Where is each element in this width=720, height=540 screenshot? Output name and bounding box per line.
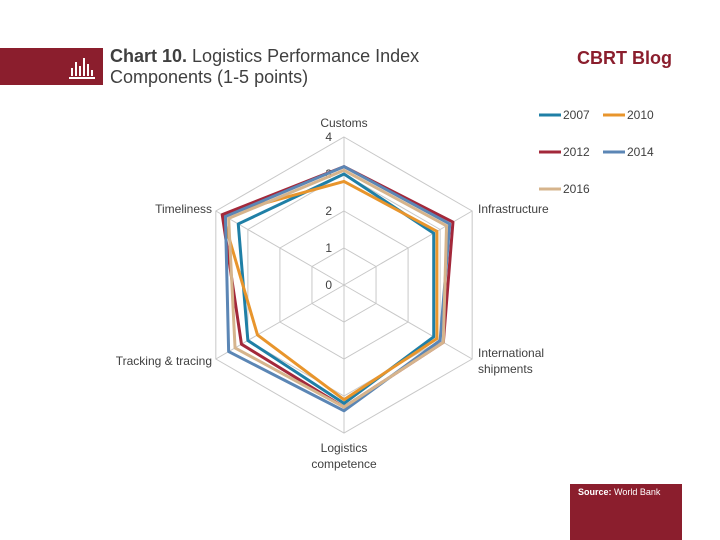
series-line-2007 xyxy=(236,172,436,405)
brand-label: CBRT Blog xyxy=(577,48,672,68)
series-line-2014 xyxy=(223,165,452,413)
tick-label: 1 xyxy=(325,241,332,255)
legend-label: 2014 xyxy=(627,145,654,159)
title-text: Logistics Performance Index xyxy=(192,46,420,66)
tick-label: 2 xyxy=(325,204,332,218)
chart-title: Chart 10. Logistics Performance Index Co… xyxy=(110,46,419,88)
title-line2: Components (1-5 points) xyxy=(110,67,309,87)
legend-label: 2016 xyxy=(563,182,590,196)
category-label: Infrastructure xyxy=(478,202,549,216)
category-label: Tracking & tracing xyxy=(116,354,212,368)
series-line-2016 xyxy=(227,168,449,409)
category-label: Timeliness xyxy=(155,202,212,216)
title-number: Chart 10. xyxy=(110,46,188,66)
legend-label: 2012 xyxy=(563,145,590,159)
grid-spoke xyxy=(343,284,473,360)
tick-label: 0 xyxy=(325,278,332,292)
tick-label: 4 xyxy=(325,130,332,144)
category-label: competence xyxy=(311,457,377,471)
category-label: International xyxy=(478,346,544,360)
grid-spoke xyxy=(215,284,345,360)
bar-chart-icon xyxy=(69,58,95,79)
legend-label: 2007 xyxy=(563,108,590,122)
source-value: World Bank xyxy=(614,487,661,497)
category-label: Customs xyxy=(320,116,367,130)
source-box: Source: World Bank xyxy=(570,484,682,540)
category-label: shipments xyxy=(478,362,533,376)
category-label: Logistics xyxy=(321,441,368,455)
legend-label: 2010 xyxy=(627,108,654,122)
source-label: Source: xyxy=(578,487,612,497)
